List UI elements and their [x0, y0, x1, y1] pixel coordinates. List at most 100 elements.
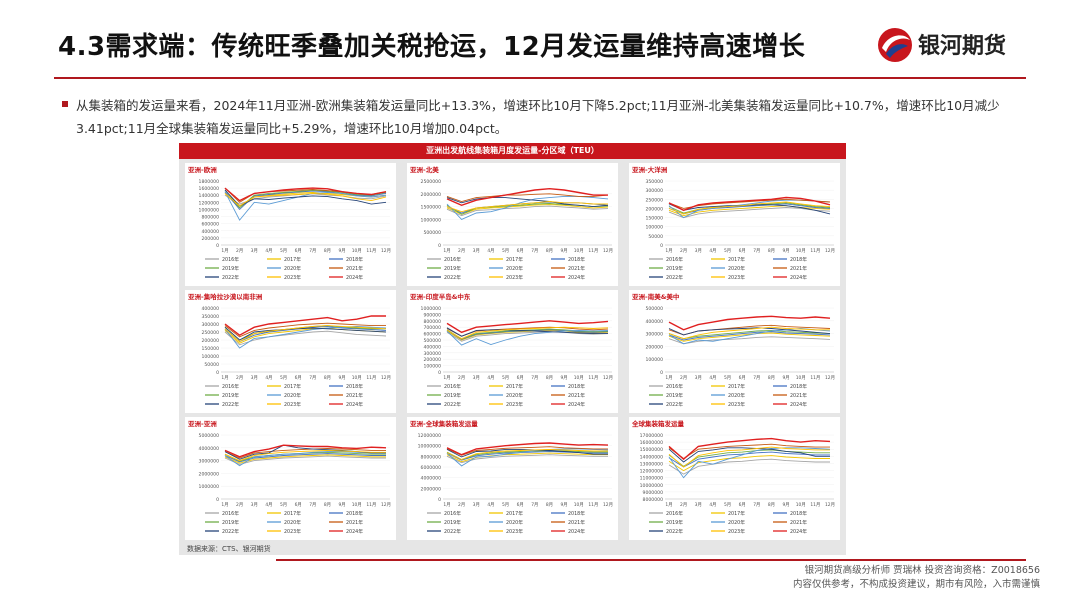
x-tick-label: 1月: [443, 502, 450, 508]
legend-label: 2016年: [444, 383, 461, 390]
x-tick-label: 2月: [236, 248, 243, 254]
series-line: [668, 315, 831, 331]
legend-label: 2019年: [222, 392, 239, 399]
y-tick-label: 0: [216, 243, 219, 249]
summary-paragraph: 从集装箱的发运量来看，2024年11月亚洲-欧洲集装箱发运量同比+13.3%，增…: [76, 98, 1000, 136]
y-tick-label: 1000000: [421, 217, 442, 223]
y-tick-label: 600000: [201, 222, 219, 228]
series-line: [224, 315, 386, 337]
footer-disclaimer: 内容仅供参考，不构成投资建议，期市有风险，入市需谨慎: [792, 579, 1040, 590]
legend-label: 2021年: [568, 519, 585, 526]
legend-label: 2018年: [568, 510, 585, 517]
legend-label: 2019年: [222, 519, 239, 526]
x-tick-label: 4月: [709, 502, 716, 508]
x-tick-label: 10月: [352, 375, 362, 381]
chart-svg: 亚洲-印度半岛&中东 010000020000030000040000050000…: [410, 292, 613, 408]
legend-label: 2016年: [222, 383, 239, 390]
x-tick-label: 2月: [458, 502, 465, 508]
x-tick-label: 8月: [768, 502, 775, 508]
y-tick-label: 400000: [201, 229, 219, 235]
legend-label: 2018年: [568, 383, 585, 390]
chart-svg: 亚洲-南美&美中 0 100000 200000 300000 400000 500000 1…: [632, 292, 835, 408]
x-tick-label: 4月: [265, 248, 272, 254]
chart-svg: 亚洲-集哈拉沙漠以南非洲 0 50000 100000 150000 200000 2500…: [188, 292, 391, 408]
x-tick-label: 4月: [265, 502, 272, 508]
legend-label: 2016年: [444, 256, 461, 263]
y-tick-label: 700000: [423, 325, 441, 331]
legend-label: 2022年: [666, 274, 683, 281]
x-tick-label: 7月: [531, 248, 538, 254]
y-tick-label: 16000000: [640, 440, 663, 446]
legend-label: 2017年: [728, 383, 745, 390]
x-tick-label: 9月: [560, 375, 567, 381]
y-tick-label: 600000: [423, 332, 441, 338]
legend-label: 2024年: [568, 274, 585, 281]
x-tick-label: 5月: [724, 248, 731, 254]
y-tick-label: 0: [438, 370, 441, 376]
y-tick-label: 350000: [645, 179, 663, 185]
series-line: [668, 443, 830, 460]
y-tick-label: 2000000: [421, 486, 442, 492]
y-tick-label: 200000: [201, 236, 219, 242]
x-tick-label: 4月: [487, 502, 494, 508]
y-tick-label: 12000000: [640, 469, 663, 475]
legend-label: 2016年: [666, 383, 683, 390]
series-line: [224, 447, 386, 459]
series-line: [224, 449, 386, 462]
legend-label: 2019年: [666, 392, 683, 399]
series-line: [446, 204, 609, 215]
legend-label: 2018年: [346, 383, 363, 390]
series-line: [224, 189, 387, 209]
y-tick-label: 100000: [645, 225, 663, 231]
series-line: [224, 330, 387, 346]
legend-label: 2023年: [284, 274, 301, 281]
x-tick-label: 2月: [236, 502, 243, 508]
x-tick-label: 11月: [588, 248, 598, 254]
y-tick-label: 2000000: [199, 471, 220, 477]
series-line: [446, 328, 609, 340]
logo-text: 银河期货: [918, 34, 1007, 59]
x-tick-label: 7月: [309, 502, 316, 508]
chart-asia-europe: 亚洲-欧洲 0 200000 400000 600000 800000 1000000 120…: [185, 163, 396, 286]
y-tick-label: 17000000: [640, 433, 663, 439]
series-line: [668, 207, 831, 219]
x-tick-label: 4月: [709, 375, 716, 381]
x-tick-label: 11月: [810, 502, 820, 508]
x-tick-label: 7月: [309, 248, 316, 254]
x-tick-label: 5月: [280, 502, 287, 508]
series-line: [446, 326, 609, 337]
x-tick-label: 11月: [588, 502, 598, 508]
legend-label: 2017年: [506, 256, 523, 263]
y-tick-label: 500000: [423, 338, 441, 344]
x-tick-label: 7月: [531, 375, 538, 381]
chart-title: 亚洲-北美: [410, 165, 439, 174]
y-tick-label: 2500000: [421, 179, 442, 185]
legend-label: 2019年: [444, 392, 461, 399]
legend-label: 2018年: [346, 256, 363, 263]
x-tick-label: 10月: [574, 375, 584, 381]
chart-title: 亚洲-印度半岛&中东: [410, 292, 471, 301]
series-line: [668, 449, 830, 467]
y-tick-label: 0: [438, 497, 441, 503]
y-tick-label: 6000000: [421, 465, 442, 471]
series-line: [224, 325, 387, 349]
legend-label: 2024年: [346, 528, 363, 535]
x-tick-label: 6月: [517, 375, 524, 381]
series-line: [446, 201, 608, 213]
chart-svg: 全球集装箱发运量80000009000000100000001100000012…: [631, 419, 835, 535]
x-tick-label: 4月: [487, 248, 494, 254]
legend-label: 2022年: [444, 274, 461, 281]
chart-title: 亚洲-集哈拉沙漠以南非洲: [188, 292, 263, 301]
x-tick-label: 5月: [502, 502, 509, 508]
legend-label: 2019年: [444, 265, 461, 272]
y-tick-label: 50000: [648, 234, 663, 240]
legend-label: 2020年: [284, 392, 301, 399]
x-tick-label: 3月: [251, 375, 258, 381]
series-line: [446, 329, 609, 341]
y-tick-label: 8000000: [643, 497, 664, 503]
chart-title: 亚洲-欧洲: [188, 165, 217, 174]
y-tick-label: 400000: [423, 344, 441, 350]
x-tick-label: 9月: [782, 248, 789, 254]
series-line: [224, 187, 387, 202]
